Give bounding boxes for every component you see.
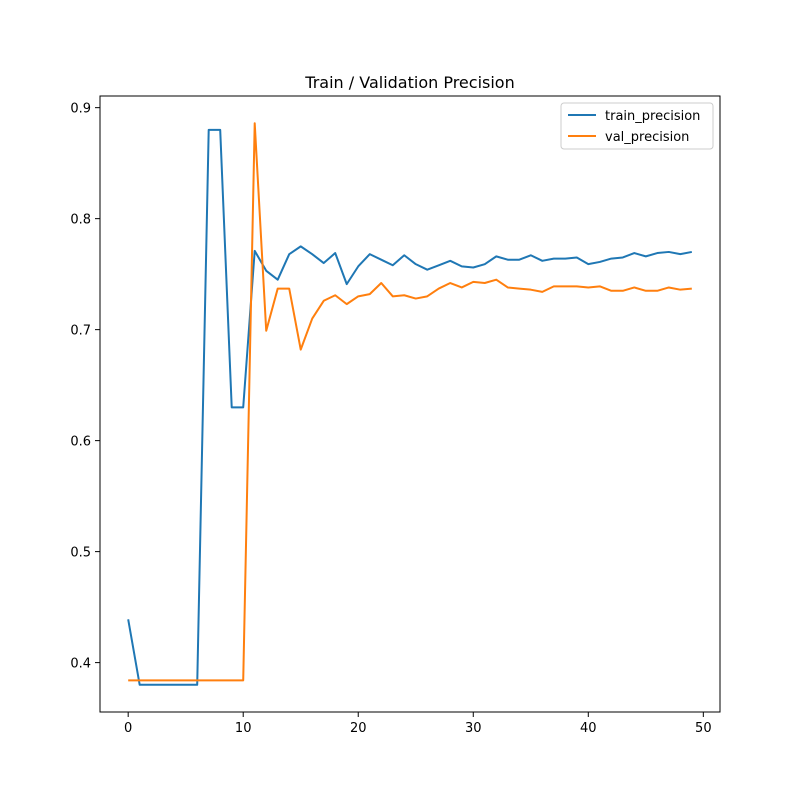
y-tick-label: 0.7	[70, 324, 91, 339]
chart-title: Train / Validation Precision	[304, 73, 514, 92]
x-tick-label: 50	[695, 721, 712, 736]
series-line-train-precision	[127, 128, 693, 686]
x-tick-label: 20	[350, 721, 367, 736]
x-tick-label: 40	[580, 721, 597, 736]
legend-box	[560, 102, 714, 150]
y-tick-label: 0.5	[70, 546, 91, 561]
x-tick-label: 10	[235, 721, 252, 736]
plot-area	[127, 122, 693, 686]
x-tick-label: 0	[124, 721, 132, 736]
y-tick-label: 0.4	[70, 657, 91, 672]
y-tick-label: 0.9	[70, 102, 91, 117]
legend-label-val-precision: val_precision	[605, 130, 689, 145]
legend: train_precision val_precision	[560, 102, 714, 150]
y-tick-label: 0.8	[70, 213, 91, 228]
legend-label-train-precision: train_precision	[605, 109, 700, 124]
axes-frame	[99, 95, 721, 713]
series-line-val-precision	[128, 122, 692, 682]
x-tick-label: 30	[465, 721, 482, 736]
axes: 0 10 20 30 40 50 0.4 0.5 0.6 0.7 0.8 0.9	[70, 95, 721, 736]
y-tick-label: 0.6	[70, 435, 91, 450]
